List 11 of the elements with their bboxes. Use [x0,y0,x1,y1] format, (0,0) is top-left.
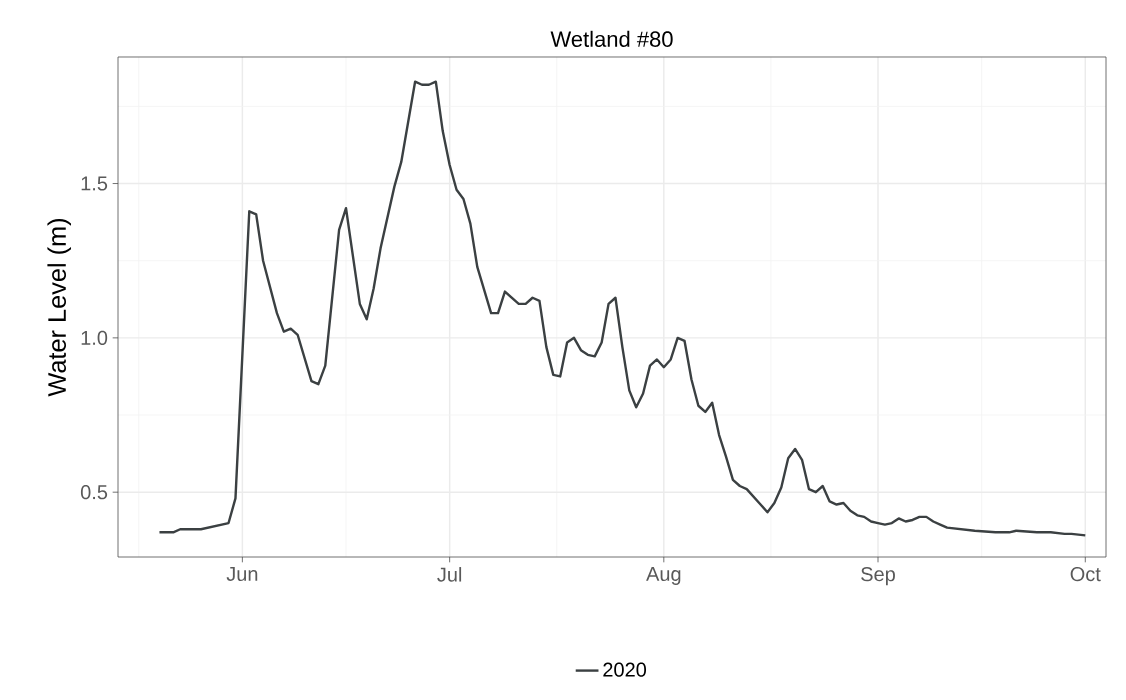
x-tick-label: Oct [1070,567,1101,582]
x-tick-label: Sep [861,567,895,586]
y-axis-title: Water Level (m) [47,218,72,397]
y-tick-label: 0.5 [80,485,108,500]
x-tick-label: Jul [437,567,462,582]
x-tick-label: Aug [646,567,681,585]
x-tick-label: Jun [226,567,258,581]
y-tick-label: 1.0 [81,330,108,345]
legend-label: 2020 [603,662,647,677]
y-tick-label: 1.5 [81,176,108,191]
chart-title: Wetland #80 [550,30,673,47]
